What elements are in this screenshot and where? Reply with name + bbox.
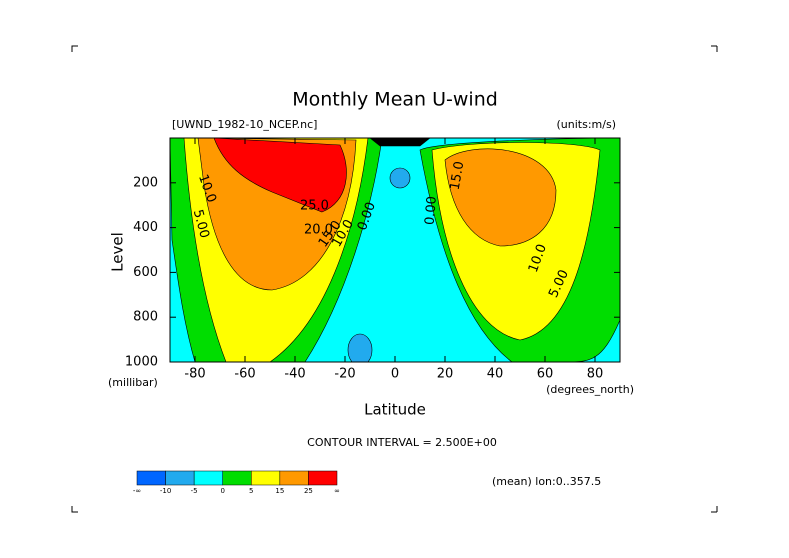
contour-label: 25.0 <box>300 199 329 214</box>
y-tick-label: 1000 <box>125 355 158 370</box>
contour-interval: CONTOUR INTERVAL = 2.500E+00 <box>307 436 497 449</box>
contour-band <box>444 148 557 247</box>
contour-band <box>347 333 373 362</box>
y-label: Level <box>109 232 127 272</box>
x-tick-label: 80 <box>587 367 604 382</box>
polar-contours <box>369 138 431 147</box>
colorbar-end-label: -∞ <box>133 487 141 495</box>
colorbar-tick-label: 0 <box>220 487 224 495</box>
colorbar-swatch <box>308 470 338 486</box>
plot-area <box>170 138 620 362</box>
y-tick-label: 200 <box>133 175 158 190</box>
contour-label: 20.0 <box>304 223 333 238</box>
colorbar-end-label: ∞ <box>334 487 340 495</box>
x-tick-label: 20 <box>437 367 454 382</box>
x-tick-label: 40 <box>487 367 504 382</box>
x-tick-label: 0 <box>391 367 399 382</box>
colorbar-swatch <box>251 470 281 486</box>
contour-band <box>389 167 411 189</box>
contour-label: 15.0 <box>448 160 468 191</box>
contour-label: 5.00 <box>190 208 212 240</box>
contour-label: 0.00 <box>423 196 440 226</box>
colorbar-tick-label: -5 <box>191 487 198 495</box>
x-tick-label: 60 <box>537 367 554 382</box>
colorbar-tick-label: 5 <box>249 487 253 495</box>
colorbar-swatch <box>193 470 223 486</box>
contour-band <box>213 138 347 213</box>
y-tick-label: 800 <box>133 310 158 325</box>
colorbar-tick-label: -10 <box>160 487 171 495</box>
colorbar-tick-label: 25 <box>304 487 313 495</box>
x-tick-label: -40 <box>284 367 305 382</box>
footnote: (mean) lon:0..357.5 <box>492 475 601 488</box>
colorbar-swatch <box>136 470 166 486</box>
chart-title: Monthly Mean U-wind <box>292 89 498 111</box>
x-tick-label: -20 <box>334 367 355 382</box>
colorbar-swatch <box>165 470 195 486</box>
units: (units:m/s) <box>557 118 617 131</box>
corner-marks <box>71 45 718 513</box>
x-label: Latitude <box>364 401 426 419</box>
x-tick-label: -80 <box>184 367 205 382</box>
y-tick-label: 600 <box>133 265 158 280</box>
colorbar-tick-label: 15 <box>275 487 284 495</box>
colorbar-swatch <box>222 470 252 486</box>
dataset: [UWND_1982-10_NCEP.nc] <box>172 118 317 131</box>
x-unit: (degrees_north) <box>546 383 634 396</box>
colorbar-swatch <box>279 470 309 486</box>
x-tick-label: -60 <box>234 367 255 382</box>
y-tick-label: 400 <box>133 220 158 235</box>
y-unit: (millibar) <box>108 376 158 389</box>
